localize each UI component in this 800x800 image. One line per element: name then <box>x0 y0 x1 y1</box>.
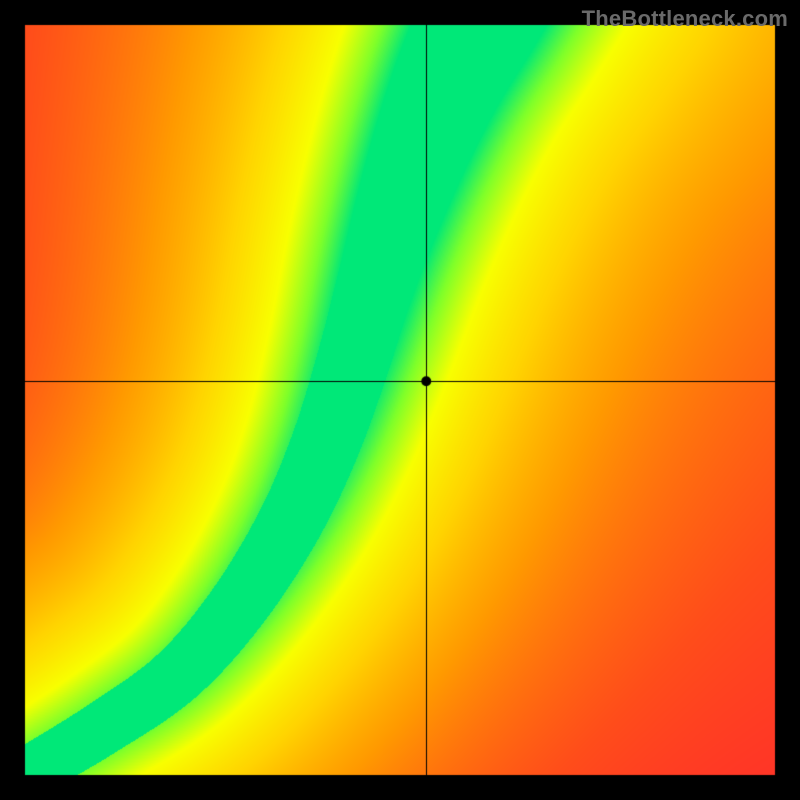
heatmap-canvas <box>0 0 800 800</box>
chart-container: TheBottleneck.com <box>0 0 800 800</box>
watermark-label: TheBottleneck.com <box>582 6 788 32</box>
